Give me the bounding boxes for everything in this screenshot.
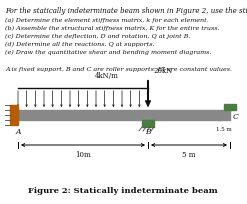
Text: For the statically indeterminate beam shown in Figure 2, use the stiffness metho: For the statically indeterminate beam sh… [5, 7, 247, 15]
Text: (d) Determine all the reactions, Q at supports.: (d) Determine all the reactions, Q at su… [5, 42, 155, 47]
Text: A: A [16, 128, 21, 136]
Bar [10, 105, 18, 125]
Bar [142, 120, 154, 127]
Text: 5 m: 5 m [182, 151, 196, 159]
Text: A is fixed support, B and C are roller supports. EI are constant values.: A is fixed support, B and C are roller s… [5, 67, 232, 72]
Text: 1.5 m: 1.5 m [216, 127, 232, 132]
Text: (b) Assemble the structural stiffness matrix, K for the entire truss.: (b) Assemble the structural stiffness ma… [5, 26, 220, 31]
Bar [18, 110, 230, 120]
Text: (c) Determine the deflection, D and rotation, Q at joint B.: (c) Determine the deflection, D and rota… [5, 34, 190, 39]
Text: B: B [145, 128, 151, 136]
Text: (a) Determine the element stiffness matrix, k for each element.: (a) Determine the element stiffness matr… [5, 18, 209, 23]
Text: (e) Draw the quantitative shear and bending moment diagrams.: (e) Draw the quantitative shear and bend… [5, 50, 211, 55]
Text: Figure 2: Statically indeterminate beam: Figure 2: Statically indeterminate beam [28, 187, 218, 195]
Text: 20kN: 20kN [153, 67, 172, 75]
Text: 4kN/m: 4kN/m [95, 72, 119, 80]
Text: C: C [233, 113, 239, 121]
Text: 10m: 10m [75, 151, 91, 159]
Bar [224, 104, 236, 110]
